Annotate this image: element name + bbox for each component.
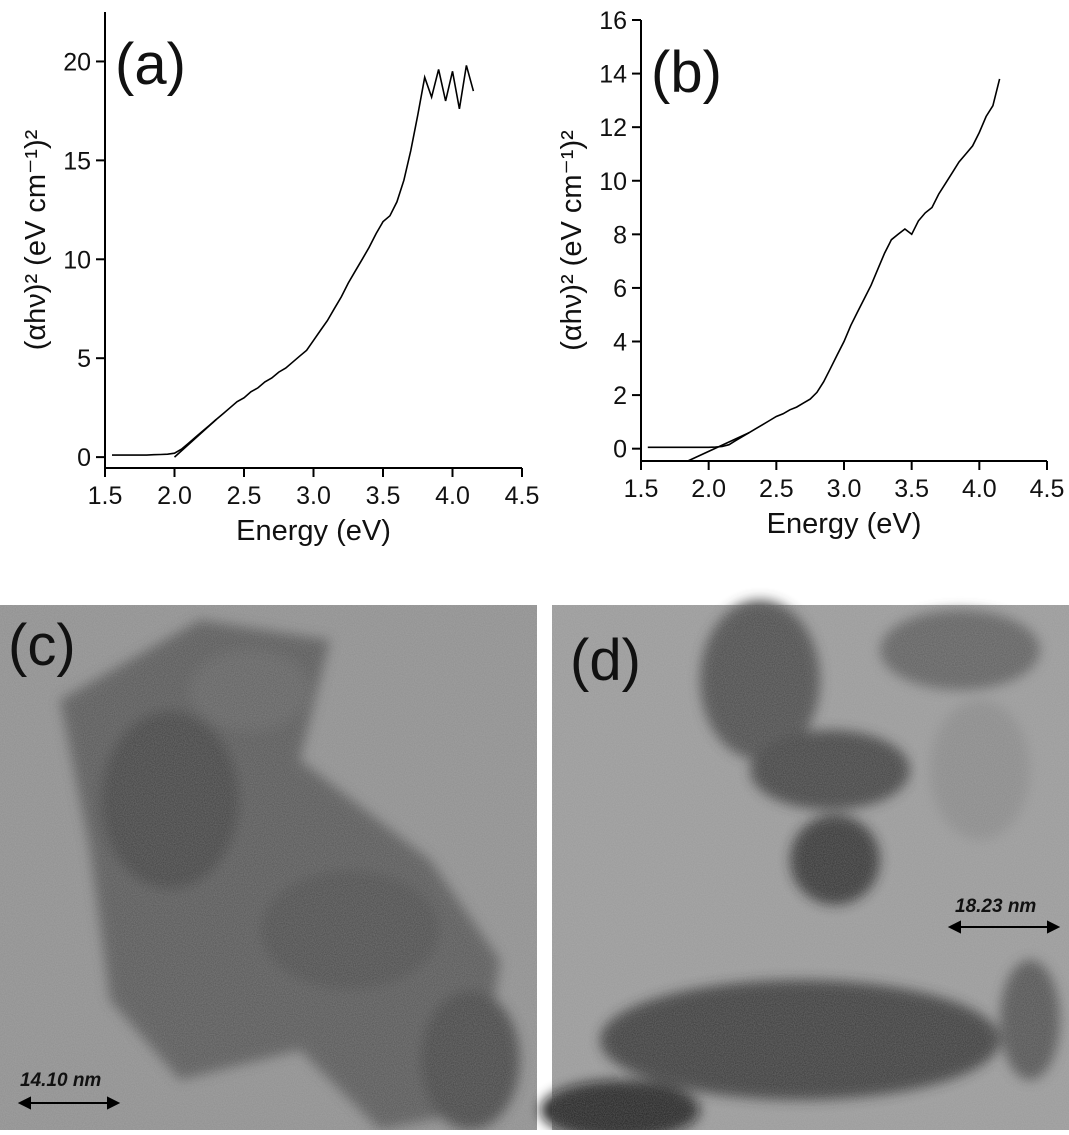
fit-line [688,431,750,462]
panel-label: (a) [115,32,186,97]
y-tick-label: 20 [63,48,91,76]
tem-image-d: (d) 18.23 nm [540,600,1069,1135]
x-tick-label: 1.5 [624,475,659,503]
scale-bar [947,920,1061,934]
tem-image-c: (c) 14.10 nm [0,605,537,1130]
y-tick-label: 0 [613,436,627,464]
x-tick-label: 2.0 [157,482,192,510]
y-tick-label: 5 [77,345,91,373]
x-tick-label: 3.0 [296,482,331,510]
y-tick-label: 15 [63,147,91,175]
scale-bar [17,1096,121,1110]
y-tick-label: 8 [613,221,627,249]
x-tick-label: 2.5 [227,482,262,510]
y-axis-label: (αhν)² (eV cm⁻¹)² [556,130,588,351]
x-axis-label: Energy (eV) [236,515,391,547]
x-tick-label: 1.5 [88,482,123,510]
x-tick-label: 2.0 [691,475,726,503]
x-axis-label: Energy (eV) [767,508,922,540]
y-tick-label: 16 [599,7,627,35]
scale-bar-label: 14.10 nm [20,1070,101,1091]
y-tick-label: 4 [613,329,627,357]
panel-label: (c) [8,613,76,678]
x-tick-label: 4.0 [962,475,997,503]
x-tick-label: 4.5 [1030,475,1065,503]
x-tick-label: 3.0 [827,475,862,503]
x-tick-label: 3.5 [894,475,929,503]
y-tick-label: 10 [63,246,91,274]
panel-label: (d) [570,628,641,693]
y-tick-label: 6 [613,275,627,303]
x-tick-label: 4.0 [435,482,470,510]
y-tick-label: 0 [77,444,91,472]
y-axis-label: (αhν)² (eV cm⁻¹)² [20,129,52,350]
x-tick-label: 3.5 [366,482,401,510]
data-line [647,78,1001,449]
x-tick-label: 4.5 [505,482,540,510]
x-tick-label: 2.5 [759,475,794,503]
data-line [112,65,475,456]
y-tick-label: 14 [599,61,627,89]
fit-line [173,418,217,458]
y-tick-label: 12 [599,114,627,142]
y-tick-label: 2 [613,382,627,410]
panel-label: (b) [651,40,722,105]
y-tick-label: 10 [599,168,627,196]
scale-bar-label: 18.23 nm [955,896,1036,917]
